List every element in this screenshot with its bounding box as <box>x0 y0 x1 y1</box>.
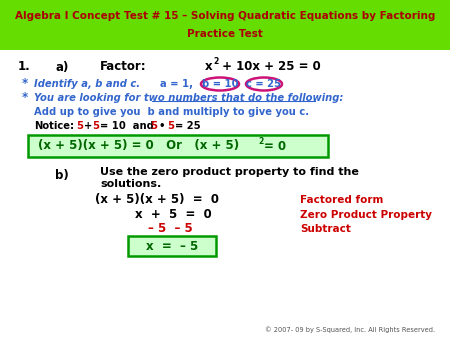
FancyBboxPatch shape <box>28 135 328 157</box>
Text: 5: 5 <box>92 121 99 131</box>
Text: = 10  and: = 10 and <box>100 121 154 131</box>
Text: *: * <box>22 77 28 91</box>
Text: Use the zero product property to find the: Use the zero product property to find th… <box>100 167 359 177</box>
Text: Factor:: Factor: <box>100 61 147 73</box>
Text: Notice:: Notice: <box>34 121 74 131</box>
Text: Identify a, b and c.: Identify a, b and c. <box>34 79 140 89</box>
Text: + 10x + 25 = 0: + 10x + 25 = 0 <box>218 61 321 73</box>
Bar <box>0 0 450 50</box>
Text: Practice Test: Practice Test <box>187 29 263 39</box>
Text: (x + 5)(x + 5)  =  0: (x + 5)(x + 5) = 0 <box>95 193 219 207</box>
Text: 2: 2 <box>258 137 263 145</box>
Text: 2: 2 <box>213 57 218 67</box>
Text: © 2007- 09 by S-Squared, Inc. All Rights Reserved.: © 2007- 09 by S-Squared, Inc. All Rights… <box>265 327 435 333</box>
Text: (x + 5)(x + 5) = 0   Or   (x + 5): (x + 5)(x + 5) = 0 Or (x + 5) <box>38 140 239 152</box>
Text: x  =  – 5: x = – 5 <box>146 240 198 252</box>
Text: +: + <box>84 121 92 131</box>
Text: Add up to give you  b and multiply to give you c.: Add up to give you b and multiply to giv… <box>34 107 309 117</box>
Text: Algebra I Concept Test # 15 – Solving Quadratic Equations by Factoring: Algebra I Concept Test # 15 – Solving Qu… <box>15 11 435 21</box>
Text: Subtract: Subtract <box>300 224 351 234</box>
Text: b = 10: b = 10 <box>202 79 238 89</box>
Text: *: * <box>22 92 28 104</box>
Text: c = 25: c = 25 <box>247 79 282 89</box>
Text: a): a) <box>55 61 68 73</box>
Text: = 25: = 25 <box>175 121 201 131</box>
Text: Zero Product Property: Zero Product Property <box>300 210 432 220</box>
Text: 1.: 1. <box>18 61 31 73</box>
Text: – 5  – 5: – 5 – 5 <box>148 222 193 236</box>
Text: Factored form: Factored form <box>300 195 383 205</box>
Text: •: • <box>159 121 166 131</box>
Text: b): b) <box>55 169 69 182</box>
Text: x  +  5  =  0: x + 5 = 0 <box>135 209 212 221</box>
Text: 5: 5 <box>150 121 157 131</box>
Text: a = 1,: a = 1, <box>160 79 193 89</box>
Text: You are looking for two numbers that do the following:: You are looking for two numbers that do … <box>34 93 343 103</box>
FancyBboxPatch shape <box>128 236 216 256</box>
Text: 5: 5 <box>76 121 83 131</box>
Text: 5: 5 <box>167 121 174 131</box>
Text: x: x <box>205 61 212 73</box>
Text: solutions.: solutions. <box>100 179 161 189</box>
Text: = 0: = 0 <box>264 140 286 152</box>
